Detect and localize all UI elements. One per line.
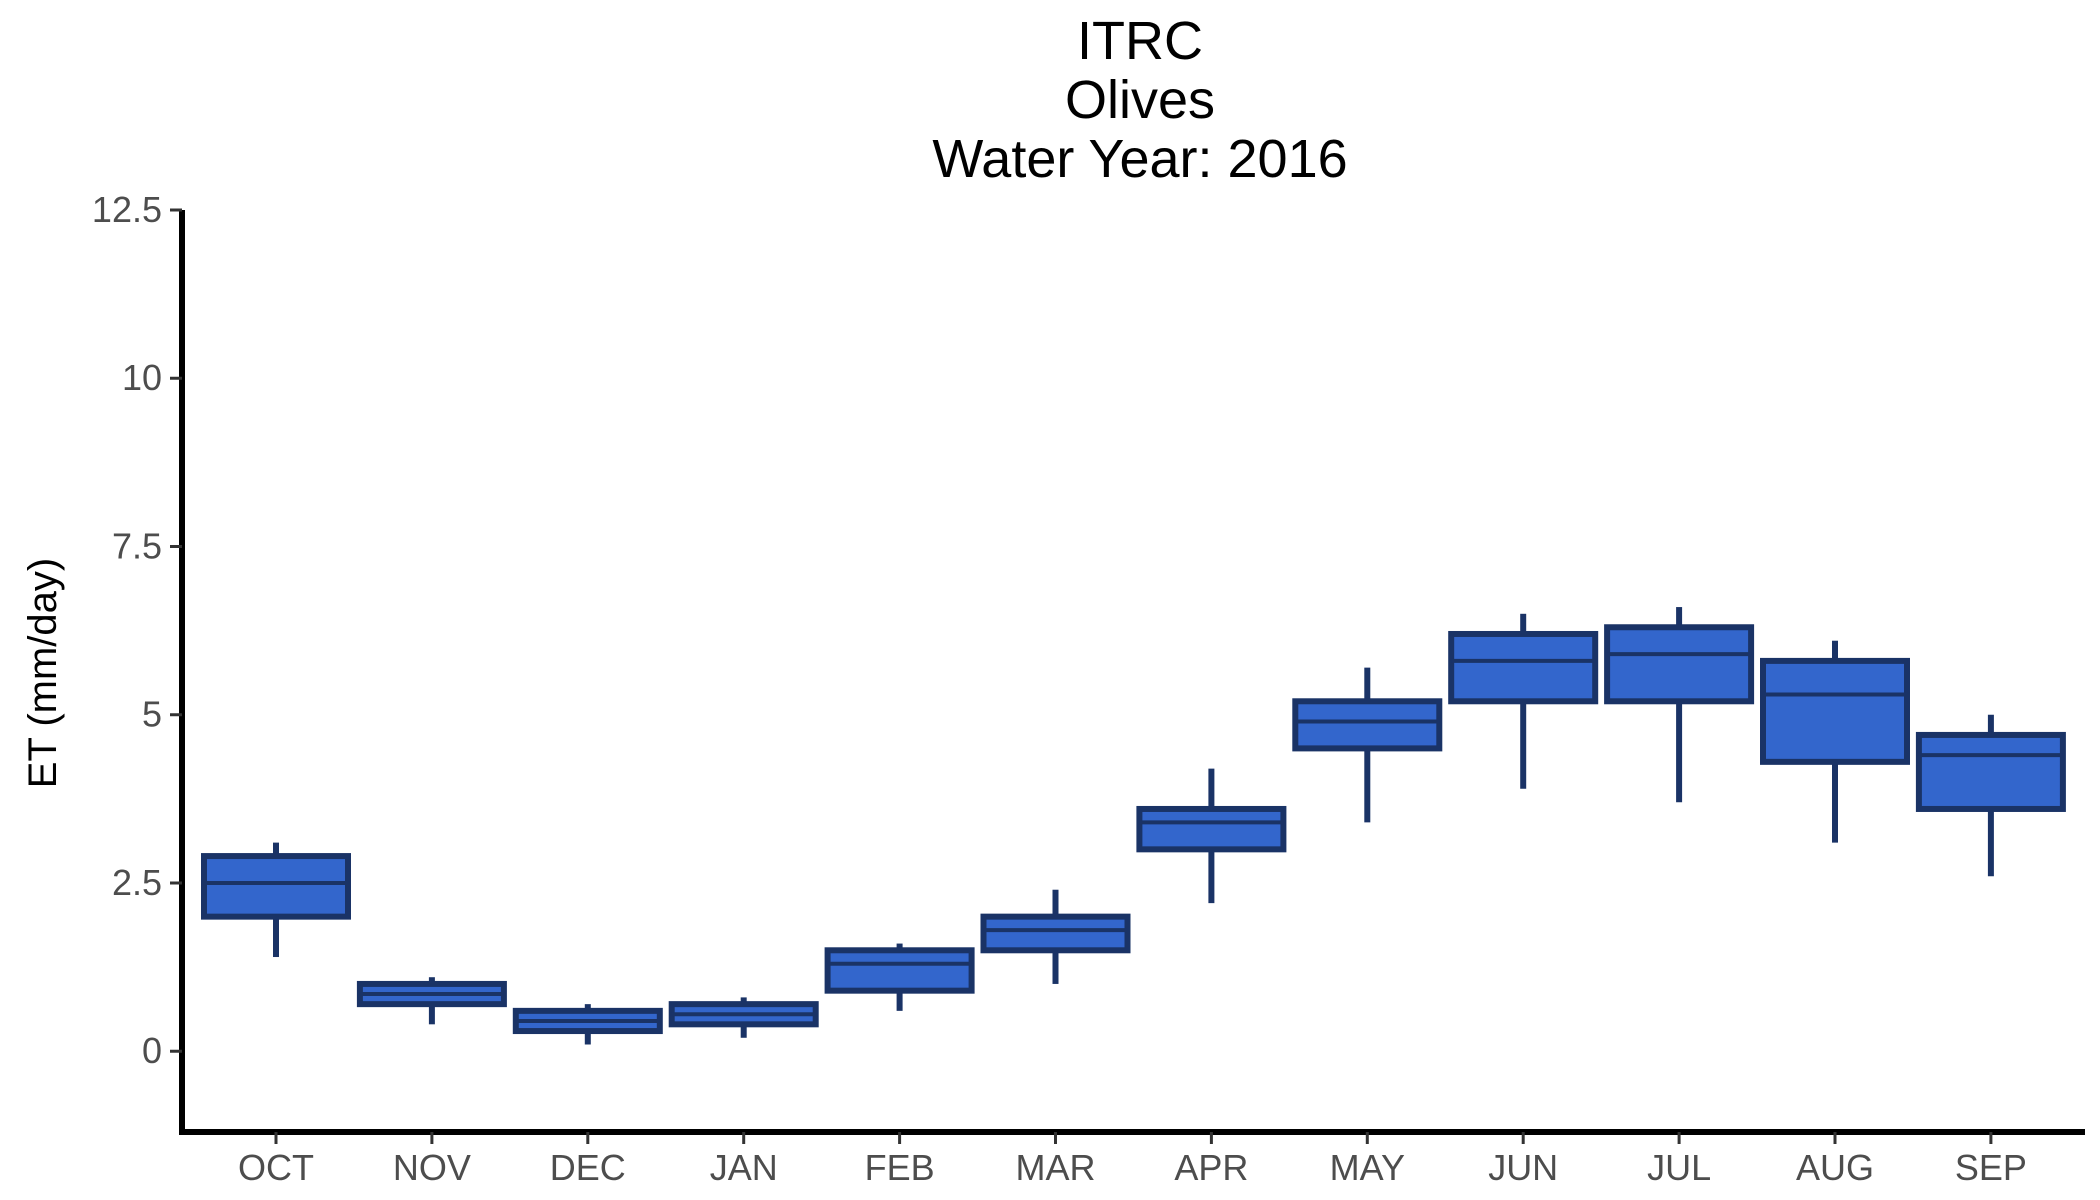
boxplot-series [201, 607, 2066, 1045]
y-tick-label: 0 [142, 1030, 162, 1071]
box-iqr [1604, 624, 1755, 705]
x-tick-label: JAN [710, 1147, 778, 1188]
box-iqr [1136, 805, 1287, 853]
x-tick-label: MAY [1330, 1147, 1405, 1188]
box-jan [668, 997, 819, 1038]
box-iqr [1292, 698, 1443, 752]
y-axis: 0 2.5 5 7.5 10 12.5 [92, 189, 185, 1132]
y-axis-label: ET (mm/day) [21, 558, 65, 788]
box-mar [980, 889, 1131, 984]
box-oct [201, 842, 351, 958]
box-iqr [980, 913, 1131, 954]
x-tick-label: FEB [865, 1147, 935, 1188]
y-tick-label: 7.5 [112, 525, 162, 566]
box-jul [1604, 607, 1755, 803]
chart-title-line-3: Water Year: 2016 [932, 129, 1348, 189]
box-iqr [201, 853, 351, 920]
x-tick-label: APR [1174, 1147, 1248, 1188]
x-tick-label: SEP [1955, 1147, 2027, 1188]
box-nov [356, 977, 507, 1025]
chart-title-line-2: Olives [1064, 70, 1216, 130]
y-tick-label: 2.5 [112, 862, 162, 903]
y-tick-label: 10 [122, 357, 162, 398]
x-tick-label: NOV [393, 1147, 471, 1188]
box-aug [1760, 640, 1910, 843]
box-may [1292, 667, 1443, 823]
y-tick-label: 5 [142, 694, 162, 735]
box-apr [1136, 768, 1287, 904]
box-jun [1448, 613, 1599, 789]
x-tick-label: JUL [1647, 1147, 1711, 1188]
x-tick-label: OCT [238, 1147, 314, 1188]
box-iqr [1760, 657, 1910, 765]
x-tick-label: DEC [550, 1147, 626, 1188]
box-iqr [1448, 630, 1599, 705]
x-tick-label: JUN [1488, 1147, 1558, 1188]
chart-title-line-1: ITRC [1077, 11, 1203, 71]
x-tick-label: AUG [1796, 1147, 1874, 1188]
box-dec [512, 1004, 663, 1045]
box-iqr [1915, 731, 2066, 812]
x-tick-label: MAR [1016, 1147, 1096, 1188]
box-iqr [824, 947, 975, 994]
y-tick-label: 12.5 [92, 189, 162, 230]
box-sep [1915, 714, 2066, 877]
x-axis: OCT NOV DEC JAN FEB MAR APR MAY JUN JUL AUG SEP [179, 1129, 2085, 1188]
box-feb [824, 943, 975, 1011]
